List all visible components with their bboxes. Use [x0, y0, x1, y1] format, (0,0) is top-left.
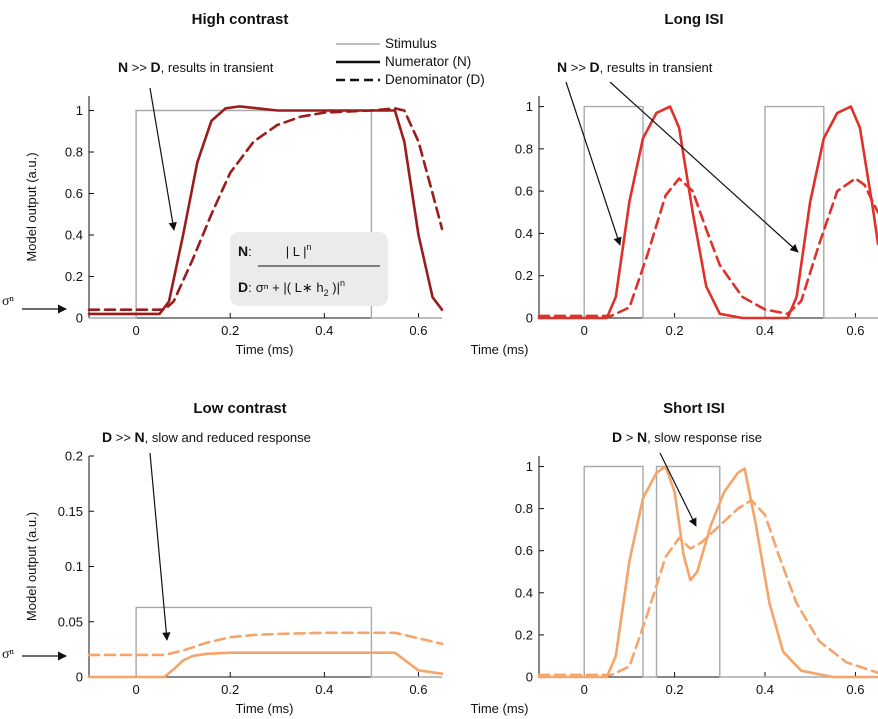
x-tick-label: 0: [132, 323, 139, 338]
y-tick-label: 0.8: [515, 501, 533, 516]
legend-numerator-label: Numerator (N): [385, 54, 471, 69]
panel-short-isi: Short ISI 0 0.2 0.4 0.6 0.8 1 0 0.2 0.4 0.6 Time (m…: [470, 400, 878, 716]
x-tick-label: 0.6: [409, 682, 427, 697]
series-dashed: [87, 107, 444, 312]
annotation-arrow: [565, 81, 622, 246]
series-solid: [87, 651, 444, 679]
y-axis-label: Model output (a.u.): [24, 152, 39, 261]
y-tick-label: 1: [526, 459, 533, 474]
x-tick-label: 0.2: [221, 323, 239, 338]
y-tick-label: 0: [76, 311, 83, 326]
x-tick-label: 0.4: [315, 682, 333, 697]
series-solid: [537, 465, 878, 679]
y-tick-label: 0.6: [515, 184, 533, 199]
chart-title: Low contrast: [193, 400, 286, 417]
y-axis-label: Model output (a.u.): [24, 512, 39, 621]
equation-numerator: N: | L |n: [238, 242, 312, 259]
sigma-annotation-bottom: σⁿ: [2, 647, 67, 662]
chart-title: Long ISI: [664, 11, 723, 28]
panel-long-isi: Long ISI 0 0.2 0.4 0.6 0.8 1 0 0.2 0.4 0.6 Time (ms…: [470, 11, 878, 357]
x-tick-label: 0.6: [409, 323, 427, 338]
y-tick-label: 1: [526, 99, 533, 114]
annotation-text: N >> D, results in transient: [557, 59, 713, 75]
y-tick-label: 0.15: [58, 504, 83, 519]
x-axis-label: Time (ms): [470, 701, 528, 716]
x-tick-label: 0: [581, 323, 588, 338]
x-tick-label: 0: [581, 682, 588, 697]
annotation-text: N >> D, results in transient: [118, 59, 274, 75]
y-tick-label: 0.2: [515, 268, 533, 283]
chart-title: High contrast: [192, 11, 289, 28]
series-solid: [87, 105, 444, 316]
series-solid: [537, 105, 878, 320]
x-tick-label: 0.6: [846, 323, 864, 338]
y-tick-label: 0.4: [515, 226, 533, 241]
series-dashed: [537, 498, 878, 677]
sigma-n-label-top: σⁿ: [2, 294, 15, 309]
y-tick-label: 0.8: [515, 141, 533, 156]
x-tick-label: 0.6: [846, 682, 864, 697]
y-tick-label: 0.2: [65, 449, 83, 464]
annotation-arrow: [149, 452, 171, 641]
x-axis-label: Time (ms): [235, 342, 293, 357]
legend: Stimulus Numerator (N) Denominator (D): [336, 36, 485, 87]
x-tick-label: 0.2: [666, 682, 684, 697]
x-tick-label: 0.4: [756, 682, 774, 697]
series-stimulus: [89, 606, 442, 678]
equation-background: [230, 232, 388, 306]
y-tick-label: 0: [526, 670, 533, 685]
annotation-arrow: [609, 81, 799, 253]
y-tick-label: 0.6: [515, 543, 533, 558]
series-stimulus: [539, 465, 878, 678]
series-stimulus: [539, 105, 878, 319]
y-tick-label: 0: [526, 311, 533, 326]
x-tick-label: 0.4: [315, 323, 333, 338]
x-tick-label: 0.2: [666, 323, 684, 338]
y-tick-label: 0.4: [65, 228, 83, 243]
y-tick-label: 0.2: [65, 269, 83, 284]
sigma-annotation-top: σⁿ: [2, 294, 67, 314]
legend-denominator-label: Denominator (D): [385, 72, 485, 87]
equation-denominator: D: σⁿ + |( L∗ h2 )|n: [238, 278, 345, 298]
x-tick-label: 0.4: [756, 323, 774, 338]
annotation-arrow: [149, 87, 177, 231]
y-tick-label: 1: [76, 103, 83, 118]
panel-low-contrast: Low contrast 0 0.05 0.1 0.15 0.2 0 0.2 0.4 0.6 Tim…: [24, 400, 444, 716]
series-stimulus: [89, 109, 442, 319]
annotation-text: D > N, slow response rise: [612, 429, 762, 445]
x-tick-label: 0: [132, 682, 139, 697]
legend-stimulus-label: Stimulus: [385, 36, 437, 51]
series-dashed: [87, 631, 444, 657]
x-tick-label: 0.2: [221, 682, 239, 697]
y-tick-label: 0: [76, 670, 83, 685]
series-dashed: [537, 177, 878, 318]
x-axis-label: Time (ms): [470, 342, 528, 357]
x-axis-label: Time (ms): [235, 701, 293, 716]
panel-high-contrast: High contrast 0 0.2 0.4 0.6 0.8 1 0 0.2 0.4 0.6 Tim…: [24, 11, 444, 357]
annotation-text: D >> N, slow and reduced response: [102, 429, 311, 445]
y-tick-label: 0.6: [65, 186, 83, 201]
chart-title: Short ISI: [663, 400, 725, 417]
annotation-arrow: [659, 452, 697, 527]
y-tick-label: 0.1: [65, 559, 83, 574]
sigma-n-label-bottom: σⁿ: [2, 647, 15, 662]
y-tick-label: 0.4: [515, 585, 533, 600]
y-tick-label: 0.8: [65, 145, 83, 160]
equation-box: N: | L |n D: σⁿ + |( L∗ h2 )|n: [230, 232, 388, 306]
y-tick-label: 0.2: [515, 627, 533, 642]
y-tick-label: 0.05: [58, 614, 83, 629]
